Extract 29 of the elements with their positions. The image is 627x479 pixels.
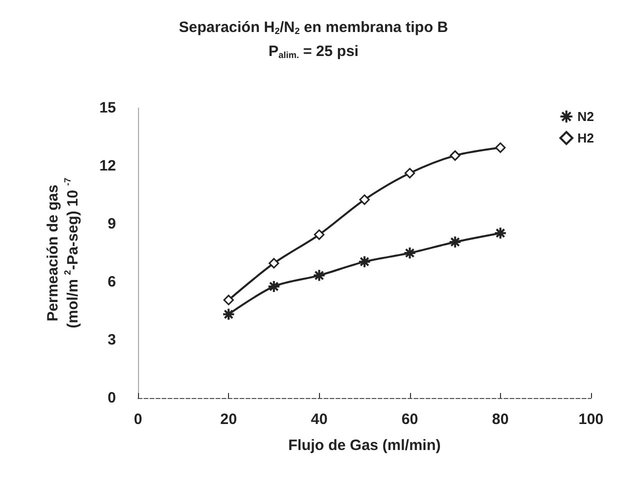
point	[267, 280, 280, 293]
y-tick-label: 12	[99, 158, 116, 174]
point	[448, 235, 462, 248]
x-tick-label: 100	[578, 411, 604, 428]
point	[450, 150, 460, 161]
point	[314, 229, 324, 240]
point	[312, 268, 326, 282]
legend-label: H2	[577, 130, 594, 146]
y-tick-label: 0	[108, 390, 116, 406]
point	[494, 226, 507, 240]
point	[495, 142, 506, 153]
legend-label: N2	[577, 109, 594, 124]
point	[358, 255, 371, 268]
x-tick-label: 0	[134, 411, 142, 428]
point	[222, 308, 236, 321]
x-tick-label: 20	[220, 411, 237, 428]
x-axis-title: Flujo de Gas (ml/min)	[288, 437, 441, 454]
x-tick-label: 60	[401, 411, 418, 428]
y-tick-label: 15	[99, 100, 116, 116]
point	[359, 194, 370, 205]
y-tick-label: 3	[108, 332, 116, 348]
x-tick-label: 80	[492, 411, 509, 428]
y-tick-label: 9	[108, 216, 116, 232]
y-tick-label: 6	[108, 274, 116, 290]
point	[223, 294, 234, 306]
point	[403, 246, 416, 260]
x-tick-label: 40	[310, 411, 328, 428]
point	[268, 258, 280, 268]
point	[404, 168, 416, 178]
